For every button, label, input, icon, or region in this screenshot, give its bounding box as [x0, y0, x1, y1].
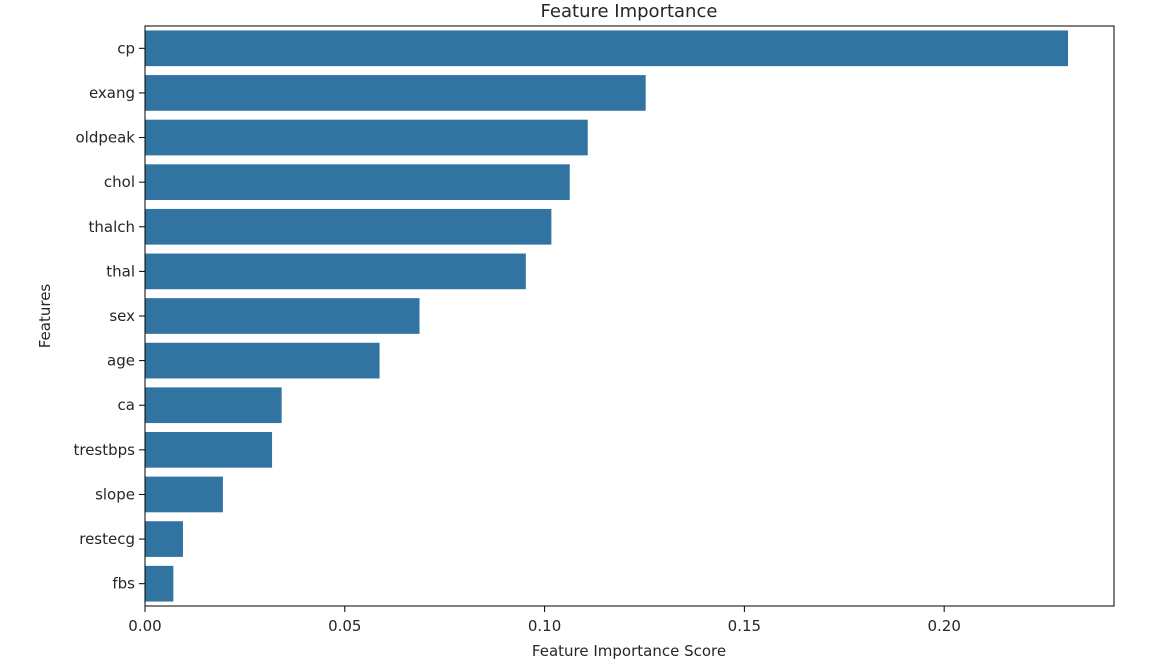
bar-sex — [145, 298, 420, 334]
x-tick-label: 0.05 — [328, 617, 361, 635]
bar-ca — [145, 387, 282, 424]
x-tick-label: 0.00 — [128, 617, 161, 635]
y-tick-label: ca — [118, 396, 135, 414]
y-tick-label: chol — [104, 173, 135, 191]
bar-exang — [145, 75, 646, 111]
bar-thalch — [145, 208, 552, 245]
y-tick-label: cp — [117, 39, 135, 57]
x-axis: 0.00 0.05 0.10 0.15 0.20 — [128, 606, 961, 635]
y-tick-label: slope — [95, 485, 135, 503]
y-tick-label: restecg — [79, 530, 135, 548]
y-tick-label: sex — [109, 307, 135, 325]
x-tick-label: 0.15 — [728, 617, 761, 635]
bar-age — [145, 342, 380, 379]
bar-chol — [145, 164, 570, 200]
bar-cp — [145, 30, 1069, 67]
x-tick-label: 0.20 — [927, 617, 960, 635]
y-axis-title: Features — [36, 284, 54, 349]
x-axis-title: Feature Importance Score — [532, 642, 726, 660]
bar-slope — [145, 476, 223, 513]
y-tick-label: oldpeak — [76, 129, 136, 147]
bar-trestbps — [145, 432, 273, 468]
bar-thal — [145, 253, 526, 290]
bar-oldpeak — [145, 119, 588, 156]
x-tick-label: 0.10 — [528, 617, 561, 635]
y-tick-label: exang — [89, 84, 135, 102]
chart-title: Feature Importance — [541, 1, 718, 22]
y-axis: cp exang oldpeak chol thalch thal sex age ca tres… — [73, 39, 145, 593]
y-tick-label: fbs — [112, 575, 135, 593]
y-tick-label: trestbps — [73, 441, 135, 459]
bar-fbs — [145, 565, 174, 602]
bars-layer — [145, 30, 1069, 602]
y-tick-label: age — [107, 352, 135, 370]
y-tick-label: thalch — [88, 218, 135, 236]
bar-restecg — [145, 521, 183, 557]
y-tick-label: thal — [106, 262, 135, 280]
